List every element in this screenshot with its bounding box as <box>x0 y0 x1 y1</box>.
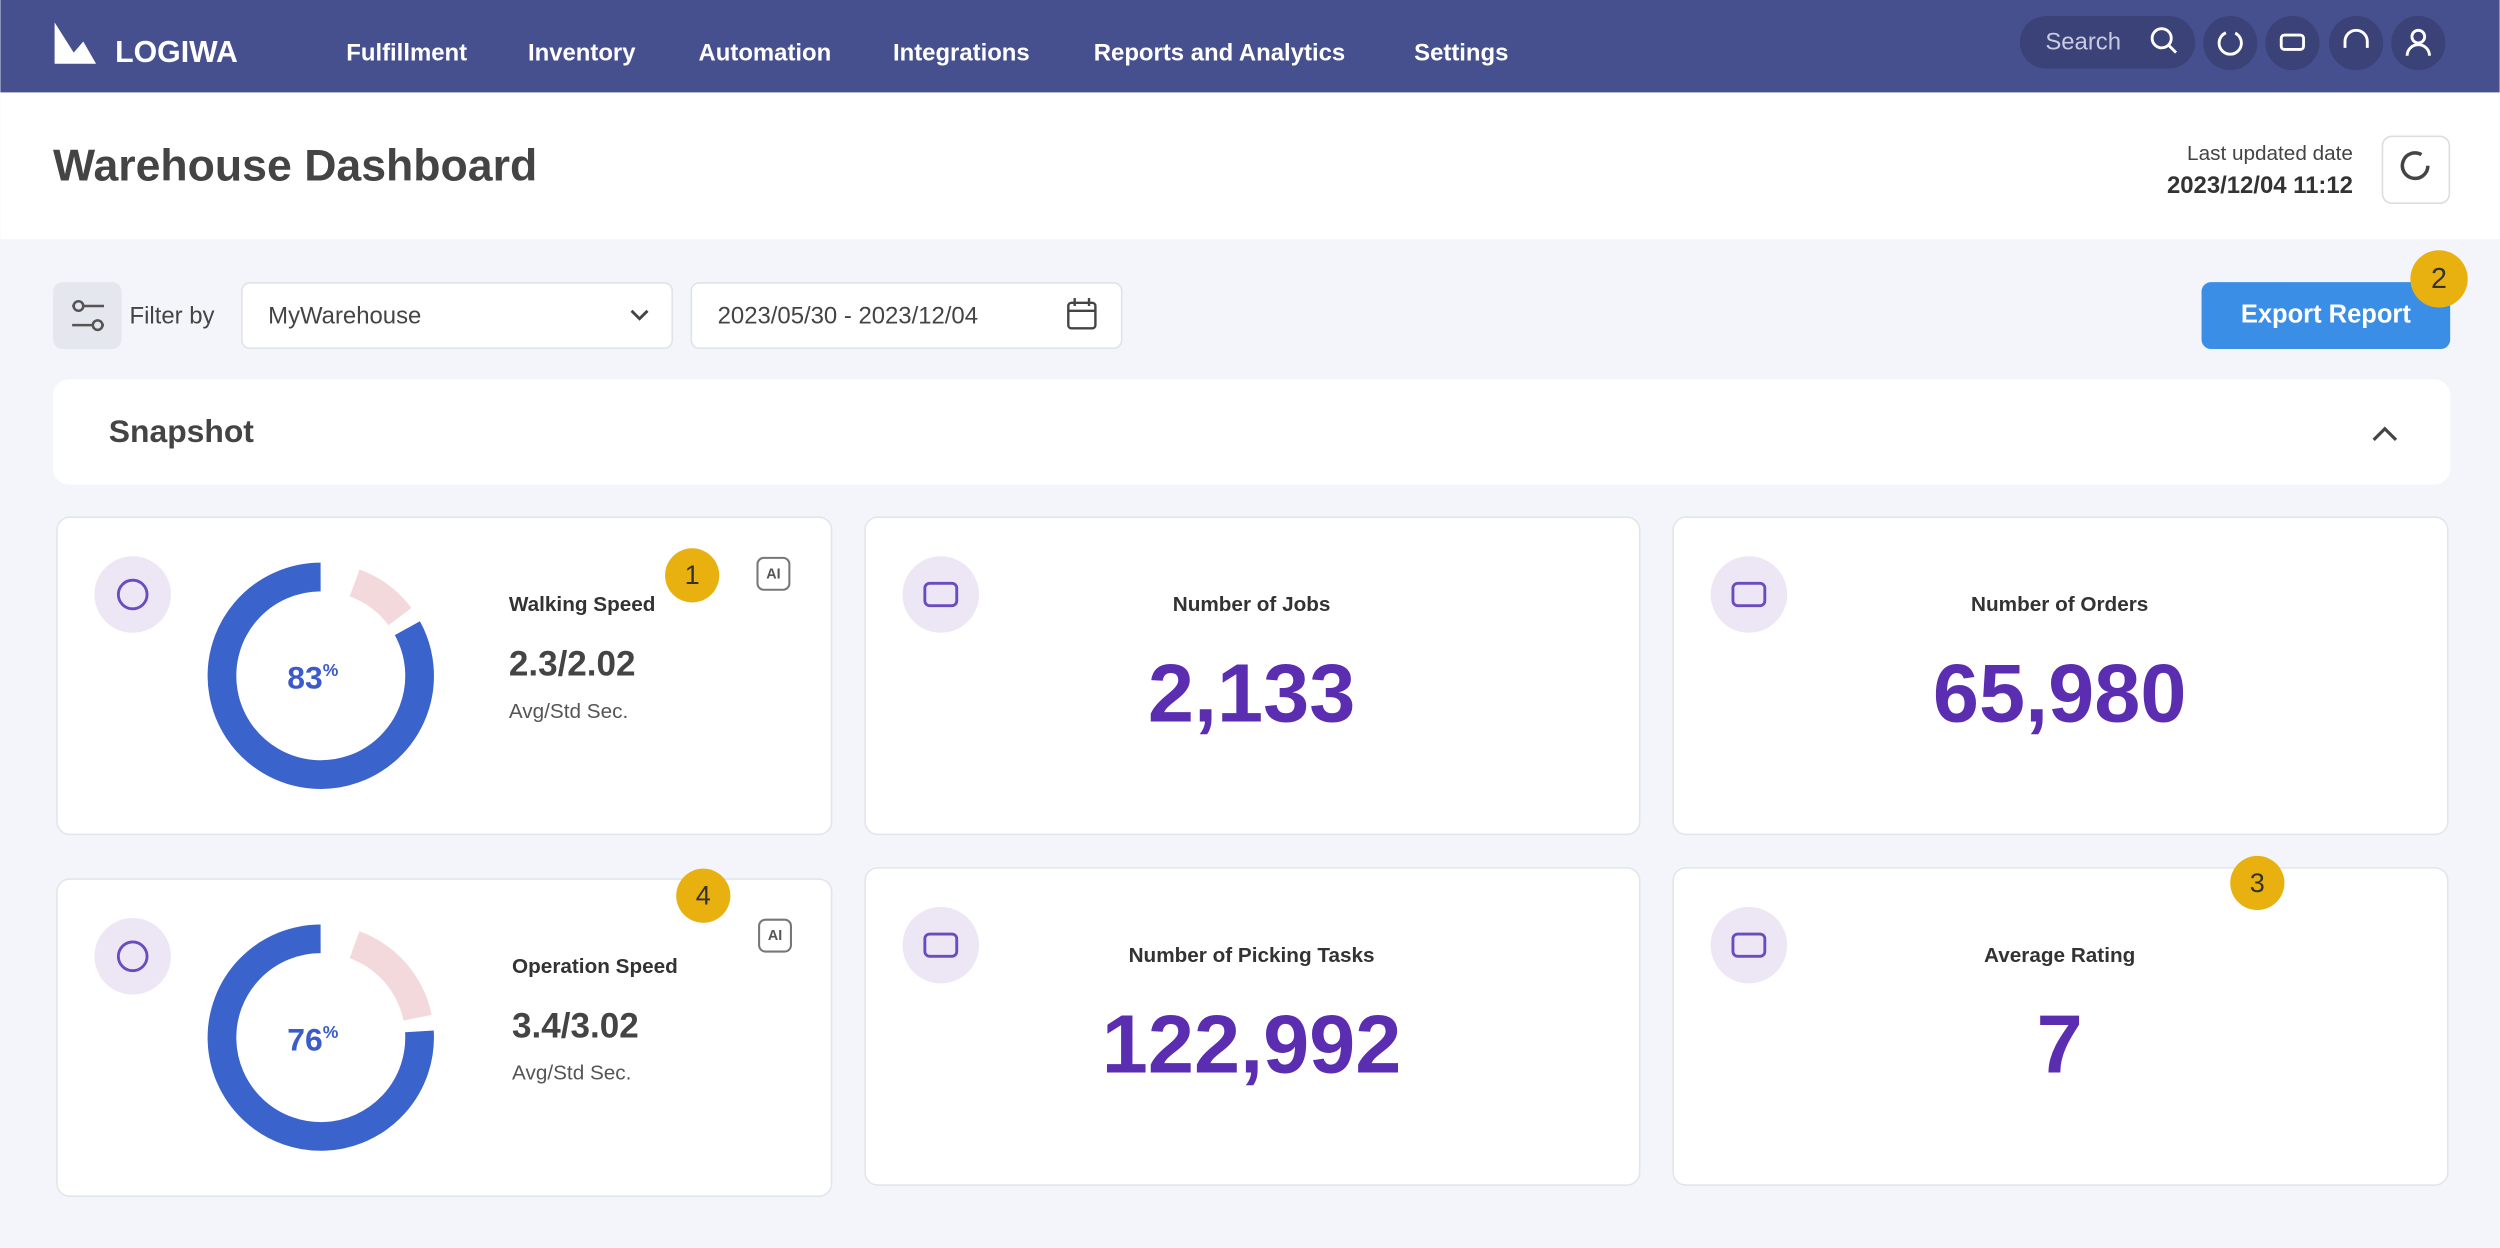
search-box[interactable] <box>2019 15 2196 69</box>
refresh-button[interactable] <box>2381 135 2451 205</box>
speed-title: Walking Speed <box>509 593 656 616</box>
filter-label: Filter by <box>130 302 215 329</box>
donut-progress <box>207 562 434 789</box>
page-title: Warehouse Dashboard <box>53 142 537 191</box>
donut-percent: 83% <box>287 660 338 696</box>
donut-progress <box>207 924 434 1151</box>
brand: LOGIWA <box>115 36 238 69</box>
export-button[interactable] <box>2201 282 2451 350</box>
ai-tag <box>756 556 791 591</box>
step-badge <box>2410 250 2468 308</box>
card-icon-bg <box>902 556 980 633</box>
nav-item[interactable]: Reports and Analytics <box>1094 40 1345 67</box>
nav-item[interactable]: Settings <box>1414 40 1508 67</box>
card-icon-bg <box>902 906 980 984</box>
percent-value: 76 <box>287 1022 322 1058</box>
stat-title: Number of Picking Tasks <box>1129 944 1375 967</box>
filter-toggle[interactable] <box>53 282 122 350</box>
card <box>864 867 1641 1186</box>
export-label: Export Report <box>2241 300 2412 328</box>
step-badge-number: 2 <box>2431 263 2447 295</box>
logo-mark <box>54 22 97 64</box>
last-updated-date: 2023/12/04 11:12 <box>2167 172 2353 199</box>
card-icon <box>923 581 959 608</box>
card <box>1672 867 2449 1186</box>
card-icon <box>116 940 149 973</box>
filter-icon <box>72 299 105 332</box>
sync-icon <box>2217 30 2243 56</box>
step-badge <box>2230 855 2285 911</box>
date-range-value: 2023/05/30 - 2023/12/04 <box>718 302 978 329</box>
stat-value: 2,133 <box>1148 647 1355 740</box>
ai-tag-label: AI <box>766 566 780 582</box>
snapshot-panel <box>53 379 2451 485</box>
card-icon <box>923 932 959 958</box>
card <box>864 516 1641 836</box>
step-badge <box>665 548 720 603</box>
nav-item[interactable]: Automation <box>699 40 832 67</box>
stat-title: Average Rating <box>1984 944 2135 967</box>
step-badge-number: 3 <box>2250 867 2265 898</box>
profile-icon <box>2405 28 2431 56</box>
step-badge <box>676 868 731 923</box>
support-icon <box>2343 28 2369 48</box>
card <box>1672 516 2449 836</box>
donut-percent: 76% <box>287 1021 338 1057</box>
last-updated-label: Last updated date <box>2187 142 2353 165</box>
warehouse-select[interactable] <box>241 282 674 350</box>
speed-unit: Avg/Std Sec. <box>509 700 628 723</box>
stat-title: Number of Jobs <box>1173 593 1331 616</box>
donut-remainder <box>349 569 412 626</box>
card-icon-bg <box>1710 556 1788 633</box>
speed-ratio: 3.4/3.02 <box>512 1006 639 1045</box>
speed-title: Operation Speed <box>512 955 678 978</box>
donut-remainder <box>349 931 432 1022</box>
search-placeholder: Search <box>2045 28 2121 55</box>
card-icon-bg <box>1710 906 1788 984</box>
percent-sign: % <box>323 660 339 680</box>
step-badge-number: 1 <box>685 559 700 590</box>
stat-value: 7 <box>2037 997 2083 1090</box>
card-icon <box>1731 581 1767 608</box>
print-button[interactable] <box>2265 15 2320 71</box>
card-icon-bg <box>94 918 171 995</box>
stat-value: 65,980 <box>1933 647 2186 740</box>
page-header <box>0 92 2500 240</box>
snapshot-title: Snapshot <box>109 413 255 449</box>
refresh-icon <box>2400 151 2430 181</box>
card-icon <box>1731 932 1767 958</box>
nav-item[interactable]: Integrations <box>893 40 1030 67</box>
sync-button[interactable] <box>2203 15 2258 71</box>
speed-unit: Avg/Std Sec. <box>512 1062 631 1085</box>
warehouse-value: MyWarehouse <box>268 302 421 329</box>
percent-sign: % <box>323 1021 339 1041</box>
date-range-picker[interactable] <box>690 282 1123 350</box>
print-icon <box>2279 33 2305 51</box>
speed-ratio: 2.3/2.02 <box>509 645 636 684</box>
step-badge-number: 4 <box>696 880 711 911</box>
card-icon-bg <box>94 556 171 633</box>
card-icon <box>116 578 149 611</box>
toolbar-icons <box>2203 15 2446 71</box>
nav-item[interactable]: Inventory <box>528 40 636 67</box>
select-chevron <box>630 309 649 321</box>
stat-title: Number of Orders <box>1971 593 2148 616</box>
support-button[interactable] <box>2329 15 2384 71</box>
calendar-icon <box>1067 298 1097 330</box>
ai-tag-label: AI <box>768 928 782 944</box>
collapse-chevron[interactable] <box>2372 426 2398 442</box>
percent-value: 83 <box>287 660 322 696</box>
ai-tag <box>758 918 793 953</box>
nav-item[interactable]: Fulfillment <box>346 40 467 67</box>
card <box>56 878 833 1197</box>
search-icon <box>2150 27 2178 54</box>
stat-value: 122,992 <box>1102 997 1402 1090</box>
